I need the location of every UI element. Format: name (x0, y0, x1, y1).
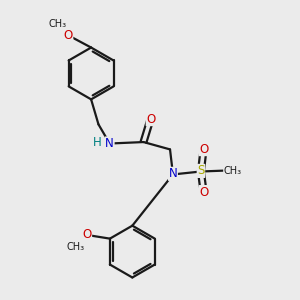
Text: O: O (64, 29, 73, 42)
Text: CH₃: CH₃ (66, 242, 85, 252)
Text: S: S (197, 164, 205, 177)
Text: CH₃: CH₃ (224, 166, 242, 176)
Text: O: O (82, 228, 92, 241)
Text: N: N (105, 137, 114, 150)
Text: O: O (199, 186, 208, 199)
Text: O: O (146, 112, 155, 126)
Text: O: O (199, 142, 208, 156)
Text: H: H (93, 136, 102, 149)
Text: CH₃: CH₃ (48, 19, 66, 29)
Text: N: N (169, 167, 177, 180)
